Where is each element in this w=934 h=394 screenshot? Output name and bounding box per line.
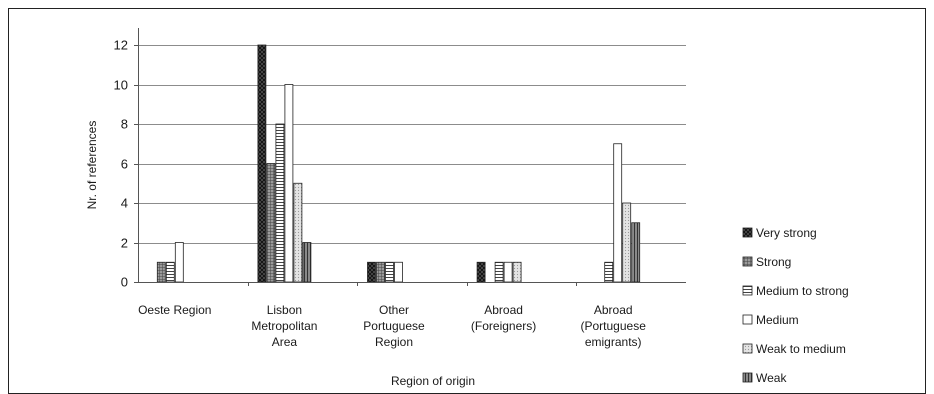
- bar: [156, 261, 166, 283]
- bar: [604, 261, 614, 283]
- y-tick-label: 4: [121, 196, 128, 211]
- bar: [494, 261, 504, 283]
- chart-frame: [8, 8, 926, 394]
- gridlines: [138, 45, 686, 244]
- legend-label: Weak: [756, 371, 787, 385]
- x-category-labels: Oeste Region Lisbon Metropolitan Area Other P…: [138, 303, 646, 349]
- legend-swatch: [742, 285, 753, 296]
- y-tick-label: 12: [114, 38, 128, 53]
- y-axis-title: Nr. of references: [85, 121, 99, 210]
- bar: [512, 261, 522, 283]
- bar: [622, 202, 632, 283]
- bar: [257, 44, 267, 283]
- legend-swatch: [742, 372, 753, 383]
- bar: [302, 242, 312, 283]
- legend-label: Strong: [756, 255, 791, 269]
- y-tick-label: 10: [114, 78, 128, 93]
- x-category-label: Abroad: [594, 303, 633, 317]
- legend-label: Very strong: [756, 226, 817, 240]
- bar: [266, 163, 276, 283]
- legend: Very strong Strong Medium to strong Medium W…: [742, 226, 849, 385]
- legend-label: Medium: [756, 313, 799, 327]
- y-tick-labels: 0 2 4 6 8 10 12: [114, 38, 138, 290]
- bar: [275, 123, 285, 283]
- x-category-label: emigrants): [585, 335, 642, 349]
- bar: [613, 143, 623, 283]
- bar: [284, 84, 294, 283]
- legend-swatch: [742, 227, 753, 238]
- y-tick-label: 2: [121, 236, 128, 251]
- bar: [367, 261, 376, 283]
- x-category-label: Region: [375, 335, 413, 349]
- bar: [503, 261, 513, 283]
- x-category-label: Area: [272, 335, 298, 349]
- x-category-label: (Foreigners): [471, 319, 536, 333]
- bar: [631, 222, 641, 283]
- legend-swatch: [742, 256, 753, 267]
- bar: [376, 261, 385, 283]
- legend-label: Medium to strong: [756, 284, 849, 298]
- x-category-label: (Portuguese: [581, 319, 647, 333]
- legend-swatch: [742, 314, 753, 325]
- y-tick-label: 6: [121, 157, 128, 172]
- bar: [394, 261, 403, 283]
- x-axis-title: Region of origin: [391, 374, 475, 388]
- x-category-label: Abroad: [484, 303, 523, 317]
- x-category-label: Other: [379, 303, 409, 317]
- axes: [134, 28, 686, 286]
- bar: [293, 182, 303, 283]
- legend-label: Weak to medium: [756, 342, 846, 356]
- x-category-label: Lisbon: [267, 303, 302, 317]
- x-category-label: Portuguese: [363, 319, 425, 333]
- bar: [165, 261, 175, 283]
- legend-swatch: [742, 343, 753, 354]
- bar: [174, 242, 184, 283]
- bar: [385, 261, 394, 283]
- bar: [476, 261, 486, 283]
- y-tick-label: 0: [121, 275, 128, 290]
- x-category-label: Oeste Region: [138, 303, 211, 317]
- y-tick-label: 8: [121, 117, 128, 132]
- x-category-label: Metropolitan: [251, 319, 317, 333]
